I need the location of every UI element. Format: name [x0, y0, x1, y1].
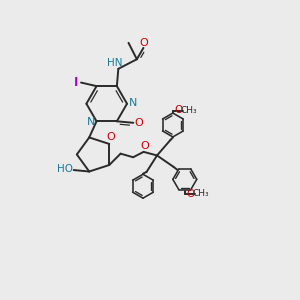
Text: CH₃: CH₃	[180, 106, 197, 115]
Text: O: O	[186, 189, 194, 199]
Text: N: N	[128, 98, 137, 108]
Text: O: O	[140, 38, 148, 47]
Text: O: O	[140, 141, 149, 151]
Text: N: N	[87, 117, 95, 127]
Text: O: O	[107, 132, 116, 142]
Text: HN: HN	[107, 58, 122, 68]
Text: CH₃: CH₃	[192, 189, 208, 198]
Text: O: O	[134, 118, 143, 128]
Text: I: I	[74, 76, 78, 89]
Text: HO: HO	[57, 164, 73, 174]
Text: O: O	[174, 105, 182, 115]
